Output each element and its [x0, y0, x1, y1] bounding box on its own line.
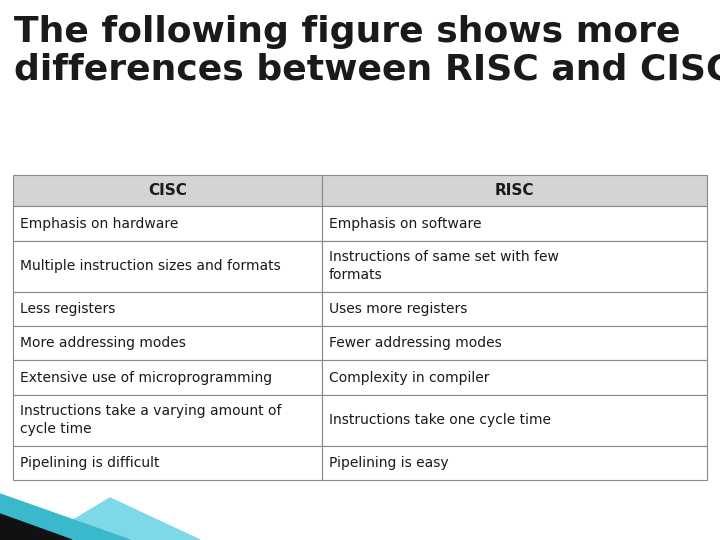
Text: Less registers: Less registers	[20, 302, 115, 316]
Polygon shape	[0, 494, 130, 540]
Bar	[13, 175, 322, 206]
Text: Pipelining is easy: Pipelining is easy	[329, 456, 449, 470]
Text: Instructions take a varying amount of
cycle time: Instructions take a varying amount of cy…	[20, 404, 282, 436]
Bar	[322, 175, 707, 206]
Bar	[13, 395, 322, 446]
Polygon shape	[40, 498, 200, 540]
Text: More addressing modes: More addressing modes	[20, 336, 186, 350]
Bar	[13, 326, 322, 360]
Text: Instructions of same set with few
formats: Instructions of same set with few format…	[329, 250, 559, 282]
Text: CISC: CISC	[148, 183, 186, 198]
Polygon shape	[0, 514, 72, 540]
Bar	[322, 360, 707, 395]
Text: Multiple instruction sizes and formats: Multiple instruction sizes and formats	[20, 259, 281, 273]
Bar	[13, 241, 322, 292]
Text: Extensive use of microprogramming: Extensive use of microprogramming	[20, 370, 272, 384]
Bar	[322, 206, 707, 241]
Text: RISC: RISC	[495, 183, 534, 198]
Text: Emphasis on software: Emphasis on software	[329, 217, 482, 231]
Bar	[322, 395, 707, 446]
Text: differences between RISC and CISC: differences between RISC and CISC	[14, 53, 720, 87]
Text: Uses more registers: Uses more registers	[329, 302, 467, 316]
Bar	[322, 326, 707, 360]
Bar	[322, 241, 707, 292]
Bar	[13, 360, 322, 395]
Text: Emphasis on hardware: Emphasis on hardware	[20, 217, 179, 231]
Bar	[13, 206, 322, 241]
Bar	[322, 446, 707, 480]
Text: The following figure shows more: The following figure shows more	[14, 15, 680, 49]
Text: Fewer addressing modes: Fewer addressing modes	[329, 336, 502, 350]
Bar	[13, 446, 322, 480]
Text: Instructions take one cycle time: Instructions take one cycle time	[329, 413, 551, 427]
Text: Pipelining is difficult: Pipelining is difficult	[20, 456, 159, 470]
Bar	[322, 292, 707, 326]
Bar	[13, 292, 322, 326]
Text: Complexity in compiler: Complexity in compiler	[329, 370, 490, 384]
